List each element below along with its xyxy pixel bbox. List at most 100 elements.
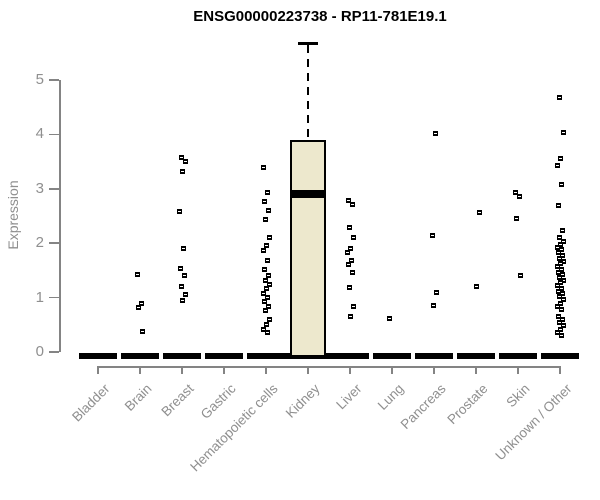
data-point bbox=[345, 198, 351, 204]
data-point bbox=[260, 290, 266, 296]
x-tick bbox=[349, 366, 351, 374]
median-line bbox=[290, 190, 326, 199]
data-point bbox=[263, 286, 269, 292]
data-point bbox=[346, 285, 352, 291]
x-tick bbox=[181, 366, 183, 374]
y-tick-label: 1 bbox=[35, 288, 44, 306]
data-point bbox=[264, 257, 270, 263]
data-point bbox=[557, 300, 563, 306]
data-point bbox=[554, 264, 560, 270]
x-tick bbox=[475, 366, 477, 374]
data-point bbox=[556, 255, 562, 261]
data-point bbox=[386, 315, 392, 321]
data-point bbox=[139, 329, 145, 335]
data-point bbox=[557, 261, 563, 267]
data-point bbox=[558, 307, 564, 313]
data-point bbox=[260, 248, 266, 254]
data-point bbox=[559, 272, 565, 278]
data-point bbox=[556, 274, 562, 280]
data-point bbox=[349, 269, 355, 275]
whisker-cap bbox=[298, 42, 318, 45]
whisker bbox=[307, 45, 309, 140]
data-point bbox=[182, 159, 188, 165]
data-point bbox=[430, 303, 436, 309]
data-point bbox=[265, 303, 271, 309]
data-point bbox=[263, 243, 269, 249]
y-tick bbox=[49, 296, 59, 299]
zero-cluster-bar bbox=[331, 353, 369, 359]
zero-cluster-bar bbox=[457, 353, 495, 359]
data-point bbox=[559, 291, 565, 297]
data-point bbox=[560, 297, 566, 303]
data-point bbox=[177, 265, 183, 271]
data-point bbox=[261, 199, 267, 205]
x-tick bbox=[139, 366, 141, 374]
data-point bbox=[178, 154, 184, 160]
data-point bbox=[560, 129, 566, 135]
data-point bbox=[138, 300, 144, 306]
y-tick-label: 0 bbox=[35, 343, 44, 360]
data-point bbox=[560, 238, 566, 244]
y-tick-label: 2 bbox=[35, 234, 44, 252]
data-point bbox=[260, 164, 266, 170]
x-tick bbox=[559, 366, 561, 374]
y-tick-label: 3 bbox=[35, 179, 44, 197]
zero-cluster-bar bbox=[415, 353, 453, 359]
data-point bbox=[558, 332, 564, 338]
y-tick bbox=[49, 79, 59, 81]
data-point bbox=[266, 282, 272, 288]
data-point bbox=[266, 235, 272, 241]
zero-cluster-bar bbox=[163, 353, 201, 359]
data-point bbox=[560, 277, 566, 283]
data-point bbox=[432, 130, 438, 136]
data-point bbox=[344, 250, 350, 256]
y-tick bbox=[49, 188, 59, 190]
data-point bbox=[555, 313, 561, 319]
data-point bbox=[345, 262, 351, 268]
data-point bbox=[558, 266, 564, 272]
data-point bbox=[350, 234, 356, 240]
chart-title: ENSG00000223738 - RP11-781E19.1 bbox=[193, 8, 447, 25]
data-point bbox=[476, 209, 482, 215]
data-point bbox=[560, 258, 566, 264]
data-point bbox=[180, 246, 186, 252]
data-point bbox=[558, 182, 564, 188]
data-point bbox=[265, 207, 271, 213]
data-point bbox=[555, 288, 561, 294]
data-point bbox=[262, 277, 268, 283]
data-point bbox=[179, 298, 185, 304]
data-point bbox=[349, 201, 355, 207]
data-point bbox=[557, 280, 563, 286]
data-point bbox=[134, 272, 140, 278]
y-tick-label: 4 bbox=[35, 125, 44, 143]
data-point bbox=[264, 295, 270, 301]
data-point bbox=[557, 155, 563, 161]
data-point bbox=[559, 316, 565, 322]
data-point bbox=[266, 316, 272, 322]
data-point bbox=[182, 292, 188, 298]
x-tick bbox=[517, 366, 519, 374]
zero-cluster-bar bbox=[541, 353, 579, 359]
data-point bbox=[517, 273, 523, 279]
data-point bbox=[178, 283, 184, 289]
y-tick bbox=[49, 351, 59, 353]
x-tick bbox=[433, 366, 435, 374]
y-tick bbox=[49, 242, 59, 244]
data-point bbox=[176, 208, 182, 214]
y-axis-line bbox=[59, 80, 61, 352]
data-point bbox=[512, 189, 518, 195]
x-tick-label: Unknown / Other bbox=[492, 381, 575, 464]
data-point bbox=[554, 283, 560, 289]
data-point bbox=[556, 320, 562, 326]
data-point bbox=[181, 272, 187, 278]
x-tick bbox=[223, 366, 225, 374]
data-point bbox=[554, 303, 560, 309]
x-tick bbox=[391, 366, 393, 374]
data-point bbox=[346, 225, 352, 231]
box bbox=[290, 139, 326, 357]
data-point bbox=[262, 308, 268, 314]
data-point bbox=[262, 216, 268, 222]
x-axis-line bbox=[98, 366, 560, 368]
data-point bbox=[516, 194, 522, 200]
zero-cluster-bar bbox=[247, 353, 285, 359]
